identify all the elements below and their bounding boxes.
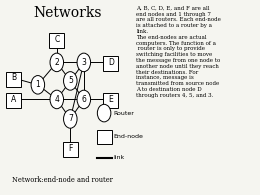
Ellipse shape <box>77 53 90 72</box>
FancyBboxPatch shape <box>6 93 21 108</box>
Text: 7: 7 <box>68 114 73 123</box>
Text: Network:end-node and router: Network:end-node and router <box>12 176 113 184</box>
FancyBboxPatch shape <box>63 142 78 157</box>
Text: 5: 5 <box>68 76 73 85</box>
Text: E: E <box>108 95 113 104</box>
Text: C: C <box>54 35 59 43</box>
Text: 1: 1 <box>35 80 40 89</box>
Ellipse shape <box>50 90 63 109</box>
Ellipse shape <box>63 72 77 90</box>
Text: 2: 2 <box>54 58 59 67</box>
FancyBboxPatch shape <box>103 56 118 71</box>
Ellipse shape <box>63 110 77 128</box>
FancyBboxPatch shape <box>49 33 64 48</box>
Text: F: F <box>68 144 73 153</box>
Text: 4: 4 <box>54 95 59 104</box>
Ellipse shape <box>97 104 111 122</box>
Ellipse shape <box>31 76 45 94</box>
FancyBboxPatch shape <box>97 130 112 144</box>
Text: B: B <box>11 74 16 82</box>
Text: A: A <box>11 95 16 104</box>
FancyBboxPatch shape <box>103 93 118 108</box>
Ellipse shape <box>50 53 63 72</box>
Text: 6: 6 <box>81 95 86 104</box>
Text: D: D <box>108 58 114 67</box>
Text: End-node: End-node <box>114 134 144 139</box>
FancyBboxPatch shape <box>6 72 21 87</box>
Text: A, B, C, D, E, and F are all
end nodes and 1 through 7
are all routers. Each end: A, B, C, D, E, and F are all end nodes a… <box>136 6 221 98</box>
Text: link: link <box>114 155 125 160</box>
Ellipse shape <box>77 90 90 109</box>
Text: Router: Router <box>114 111 134 116</box>
Text: 3: 3 <box>81 58 86 67</box>
Text: Networks: Networks <box>33 6 102 20</box>
